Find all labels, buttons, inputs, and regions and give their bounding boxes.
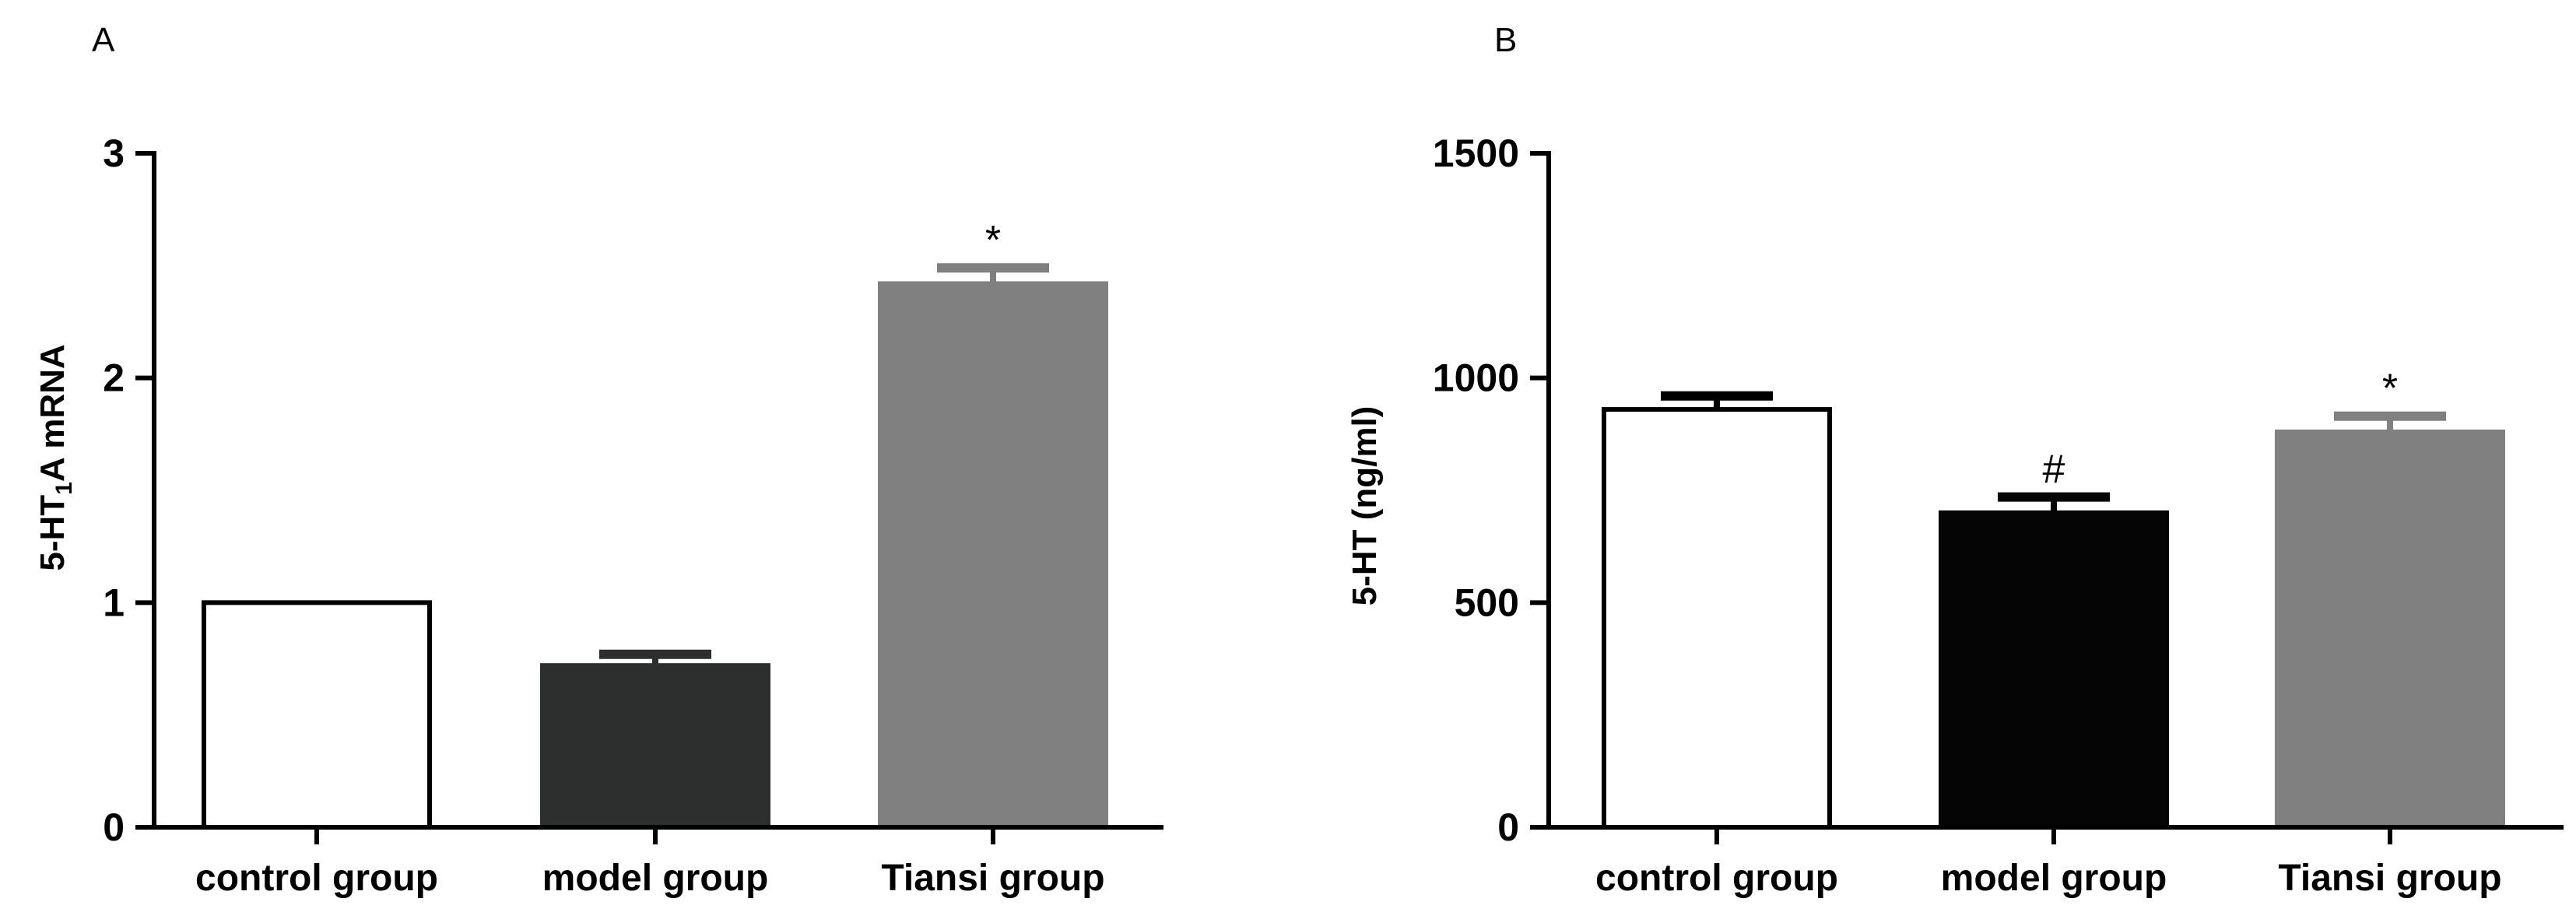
- panel-a-category-label-0: control group: [195, 858, 438, 899]
- panel-b-ytick-label-3: 1500: [1433, 132, 1519, 175]
- panel-b-bar-2: [2275, 429, 2505, 830]
- panel-b-significance-2: *: [2382, 367, 2398, 412]
- panel-b-bar-0: [1602, 407, 1832, 830]
- panel-a-bar-2: [878, 281, 1108, 830]
- panel-b-ytick-label-0: 0: [1497, 805, 1519, 849]
- panel-b-ytick-label-1: 500: [1455, 581, 1519, 624]
- panel-a: A 5-HT1A mRNA control group model group*T…: [33, 21, 1163, 899]
- panel-a-ytick-label-2: 2: [103, 356, 125, 400]
- svg-text:5-HT (ng/ml): 5-HT (ng/ml): [1346, 406, 1384, 606]
- panel-a-bar-1: [540, 663, 770, 830]
- panel-b-label: B: [1494, 21, 1517, 59]
- svg-text:5-HT1A mRNA: 5-HT1A mRNA: [33, 344, 77, 570]
- panel-b-bar-1: [1939, 510, 2169, 830]
- panel-a-bar-0: [202, 600, 432, 830]
- panel-a-ylabel-sub: 1: [51, 482, 77, 495]
- panel-a-ytick-label-3: 3: [103, 132, 125, 175]
- panel-a-ytick-label-1: 1: [103, 581, 125, 624]
- panel-a-significance-2: *: [985, 218, 1001, 263]
- panel-b-category-label-1: model group: [1941, 858, 2167, 899]
- panel-b-category-label-2: Tiansi group: [2278, 858, 2501, 899]
- panel-a-ytick-label-0: 0: [103, 805, 125, 849]
- panel-a-label: A: [92, 21, 115, 59]
- panel-b-ytick-label-2: 1000: [1433, 356, 1519, 400]
- panel-b-category-label-0: control group: [1595, 858, 1838, 899]
- panel-a-plot: control group model group * Tiansi group 0 1 2…: [103, 132, 1163, 899]
- panel-a-category-label-1: model group: [542, 858, 769, 899]
- panel-a-ylabel-main: 5-HT: [33, 495, 72, 571]
- panel-b: B 5-HT (ng/ml) control group # model group…: [1346, 21, 2564, 899]
- panel-a-category-label-2: Tiansi group: [881, 858, 1104, 899]
- panel-a-ylabel: 5-HT1A mRNA: [33, 344, 77, 570]
- panel-b-significance-1: #: [2043, 447, 2065, 493]
- panel-a-ylabel-rest: A mRNA: [33, 344, 72, 482]
- panel-b-plot: control group # model group * Tiansi group 0 5…: [1433, 132, 2564, 899]
- panel-b-ylabel: 5-HT (ng/ml): [1346, 406, 1384, 606]
